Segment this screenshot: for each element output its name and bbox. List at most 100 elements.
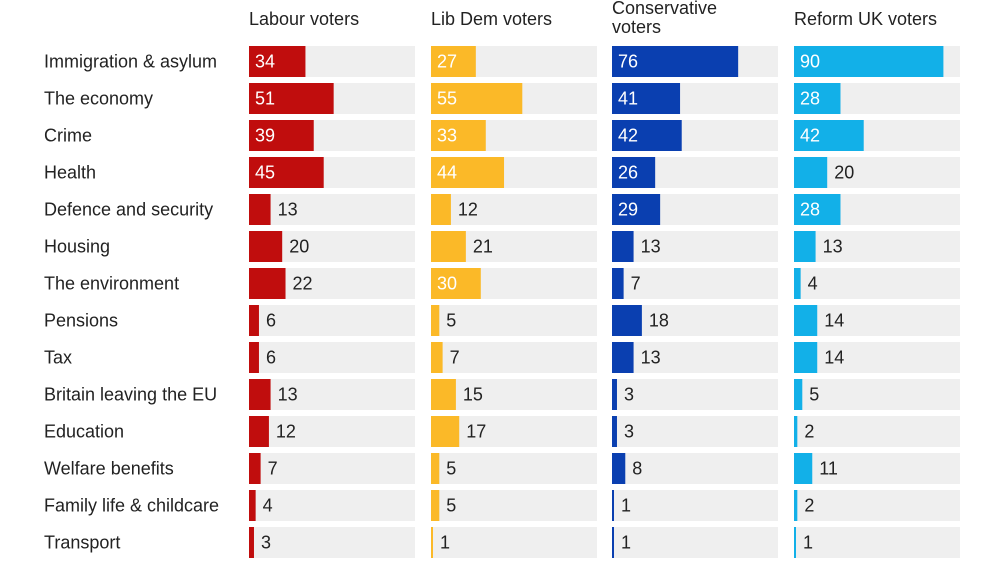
bar-track bbox=[431, 490, 597, 521]
value-label: 13 bbox=[641, 237, 661, 257]
bar bbox=[249, 268, 286, 299]
value-label: 13 bbox=[278, 200, 298, 220]
bar bbox=[794, 83, 841, 114]
category-label: Crime bbox=[44, 126, 92, 146]
bar bbox=[612, 46, 739, 77]
value-label: 13 bbox=[278, 385, 298, 405]
bar-track bbox=[794, 490, 960, 521]
bar bbox=[612, 342, 634, 373]
bar bbox=[794, 305, 818, 336]
value-label: 42 bbox=[618, 126, 638, 146]
bar-track bbox=[249, 305, 415, 336]
bar bbox=[612, 305, 642, 336]
bar-track bbox=[249, 527, 415, 558]
bar bbox=[794, 416, 798, 447]
series-header: Lib Dem voters bbox=[431, 9, 552, 29]
value-label: 3 bbox=[624, 385, 634, 405]
bar bbox=[794, 342, 818, 373]
value-label: 3 bbox=[261, 533, 271, 553]
bar bbox=[249, 527, 254, 558]
value-label: 7 bbox=[450, 348, 460, 368]
bar bbox=[794, 268, 801, 299]
value-label: 27 bbox=[437, 52, 457, 72]
value-label: 5 bbox=[446, 496, 456, 516]
bar bbox=[794, 453, 813, 484]
value-label: 18 bbox=[649, 311, 669, 331]
bar bbox=[612, 527, 614, 558]
bar-track bbox=[431, 379, 597, 410]
bar bbox=[431, 305, 440, 336]
bar bbox=[431, 194, 451, 225]
value-label: 14 bbox=[824, 348, 844, 368]
bar bbox=[431, 342, 443, 373]
bar bbox=[249, 305, 259, 336]
value-label: 39 bbox=[255, 126, 275, 146]
value-label: 28 bbox=[800, 200, 820, 220]
bar bbox=[431, 490, 440, 521]
value-label: 7 bbox=[268, 459, 278, 479]
bar bbox=[431, 416, 460, 447]
bar bbox=[249, 490, 256, 521]
value-label: 33 bbox=[437, 126, 457, 146]
value-label: 44 bbox=[437, 163, 457, 183]
bar-track bbox=[794, 453, 960, 484]
value-label: 76 bbox=[618, 52, 638, 72]
bar bbox=[794, 157, 828, 188]
bar bbox=[794, 120, 864, 151]
bar-track bbox=[612, 231, 778, 262]
bar bbox=[794, 46, 944, 77]
bar-track bbox=[249, 342, 415, 373]
value-label: 28 bbox=[800, 89, 820, 109]
bar-track bbox=[612, 379, 778, 410]
value-label: 5 bbox=[446, 459, 456, 479]
category-row: Crime 39 33 42 42 bbox=[44, 120, 960, 151]
value-label: 20 bbox=[834, 163, 854, 183]
value-label: 12 bbox=[458, 200, 478, 220]
value-label: 13 bbox=[641, 348, 661, 368]
series-header: Reform UK voters bbox=[794, 9, 937, 29]
value-label: 11 bbox=[819, 459, 838, 479]
category-label: Health bbox=[44, 163, 96, 183]
bar bbox=[612, 83, 681, 114]
bar-track bbox=[794, 379, 960, 410]
category-row: Pensions 6 5 18 14 bbox=[44, 305, 960, 336]
value-label: 45 bbox=[255, 163, 275, 183]
bar bbox=[794, 231, 816, 262]
value-label: 1 bbox=[803, 533, 813, 553]
bar bbox=[249, 120, 314, 151]
value-label: 90 bbox=[800, 52, 820, 72]
bar-track bbox=[249, 490, 415, 521]
value-label: 34 bbox=[255, 52, 275, 72]
value-label: 20 bbox=[289, 237, 309, 257]
value-label: 5 bbox=[809, 385, 819, 405]
bar-track bbox=[431, 527, 597, 558]
category-row: Defence and security 13 12 29 28 bbox=[44, 194, 960, 225]
bar bbox=[612, 379, 617, 410]
bar-track bbox=[431, 453, 597, 484]
category-label: Welfare benefits bbox=[44, 459, 174, 479]
category-row: Tax 6 7 13 14 bbox=[44, 342, 960, 373]
bar-track bbox=[612, 342, 778, 373]
category-row: Immigration & asylum 34 27 76 90 bbox=[44, 46, 960, 77]
value-label: 6 bbox=[266, 311, 276, 331]
bar bbox=[431, 268, 481, 299]
bar bbox=[431, 453, 440, 484]
value-label: 21 bbox=[473, 237, 493, 257]
category-row: The economy 51 55 41 28 bbox=[44, 83, 960, 114]
bar bbox=[249, 342, 259, 373]
value-label: 6 bbox=[266, 348, 276, 368]
bar-track bbox=[612, 490, 778, 521]
category-label: Pensions bbox=[44, 311, 118, 331]
bar bbox=[249, 83, 334, 114]
bar bbox=[612, 231, 634, 262]
bar bbox=[249, 157, 324, 188]
category-row: The environment 22 30 7 4 bbox=[44, 268, 960, 299]
category-label: Housing bbox=[44, 237, 110, 257]
bar bbox=[249, 231, 283, 262]
bar-track bbox=[249, 379, 415, 410]
bar-track bbox=[612, 453, 778, 484]
bar bbox=[249, 46, 306, 77]
category-label: The economy bbox=[44, 89, 153, 109]
bar bbox=[794, 527, 796, 558]
